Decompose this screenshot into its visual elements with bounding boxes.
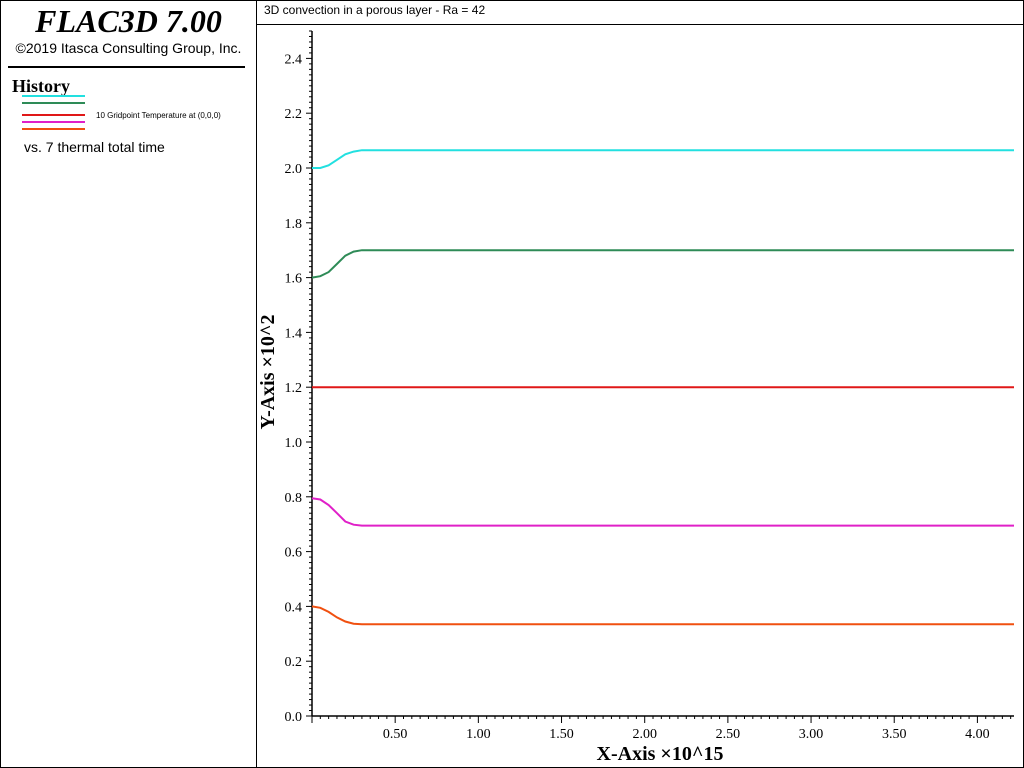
- x-tick-label: 0.50: [383, 727, 408, 742]
- y-tick-label: 1.2: [285, 381, 303, 396]
- vs-label: vs. 7 thermal total time: [24, 139, 165, 155]
- x-tick-label: 1.00: [466, 727, 491, 742]
- x-tick-label: 1.50: [549, 727, 574, 742]
- series-line-1: [312, 149, 1014, 169]
- app-title: FLAC3D 7.00: [35, 3, 222, 39]
- y-tick-label: 0.8: [285, 491, 303, 506]
- legend-line-1: [22, 95, 85, 97]
- y-tick-label: 0.2: [285, 655, 303, 670]
- history-label: 10 Gridpoint Temperature at (0,0,0): [96, 111, 221, 120]
- x-axis-label: X-Axis ×10^15: [597, 743, 724, 765]
- y-tick-label: 1.6: [285, 272, 303, 287]
- x-tick-label: 2.00: [632, 727, 657, 742]
- series-line-2: [311, 249, 1014, 279]
- plot-title-separator: [256, 24, 1024, 25]
- title-divider: [8, 66, 245, 68]
- legend-line-3: [22, 114, 85, 116]
- y-tick-label: 2.2: [285, 107, 303, 122]
- plot-title: 3D convection in a porous layer - Ra = 4…: [264, 3, 486, 17]
- x-tick-label: 4.00: [965, 727, 990, 742]
- y-tick-label: 0.4: [285, 600, 303, 615]
- chart-axes: 0.0 0.2 0.4 0.6 0.8 1.0 1.2 1.4 1.6 1.8 2.0 2.2 2.4 0…: [285, 30, 1014, 742]
- history-heading: History: [12, 76, 70, 96]
- legend-line-4: [22, 121, 85, 123]
- series-line-5: [311, 605, 1014, 626]
- x-tick-label: 3.50: [882, 727, 907, 742]
- legend-line-5: [22, 128, 85, 130]
- series-line-4: [311, 497, 1014, 527]
- y-tick-label: 2.4: [285, 52, 303, 67]
- y-tick-label: 1.4: [285, 326, 303, 341]
- x-tick-label: 3.00: [799, 727, 824, 742]
- x-tick-label: 2.50: [716, 727, 741, 742]
- y-tick-label: 2.0: [285, 162, 303, 177]
- y-tick-label: 1.8: [285, 217, 303, 232]
- y-tick-label: 0.6: [285, 546, 303, 561]
- copyright-text: ©2019 Itasca Consulting Group, Inc.: [15, 40, 242, 56]
- chart-series: [311, 149, 1014, 626]
- y-tick-label: 0.0: [285, 710, 303, 725]
- y-axis-label: Y-Axis ×10^2: [257, 314, 279, 429]
- legend-line-2: [22, 102, 85, 104]
- y-tick-label: 1.0: [285, 436, 303, 451]
